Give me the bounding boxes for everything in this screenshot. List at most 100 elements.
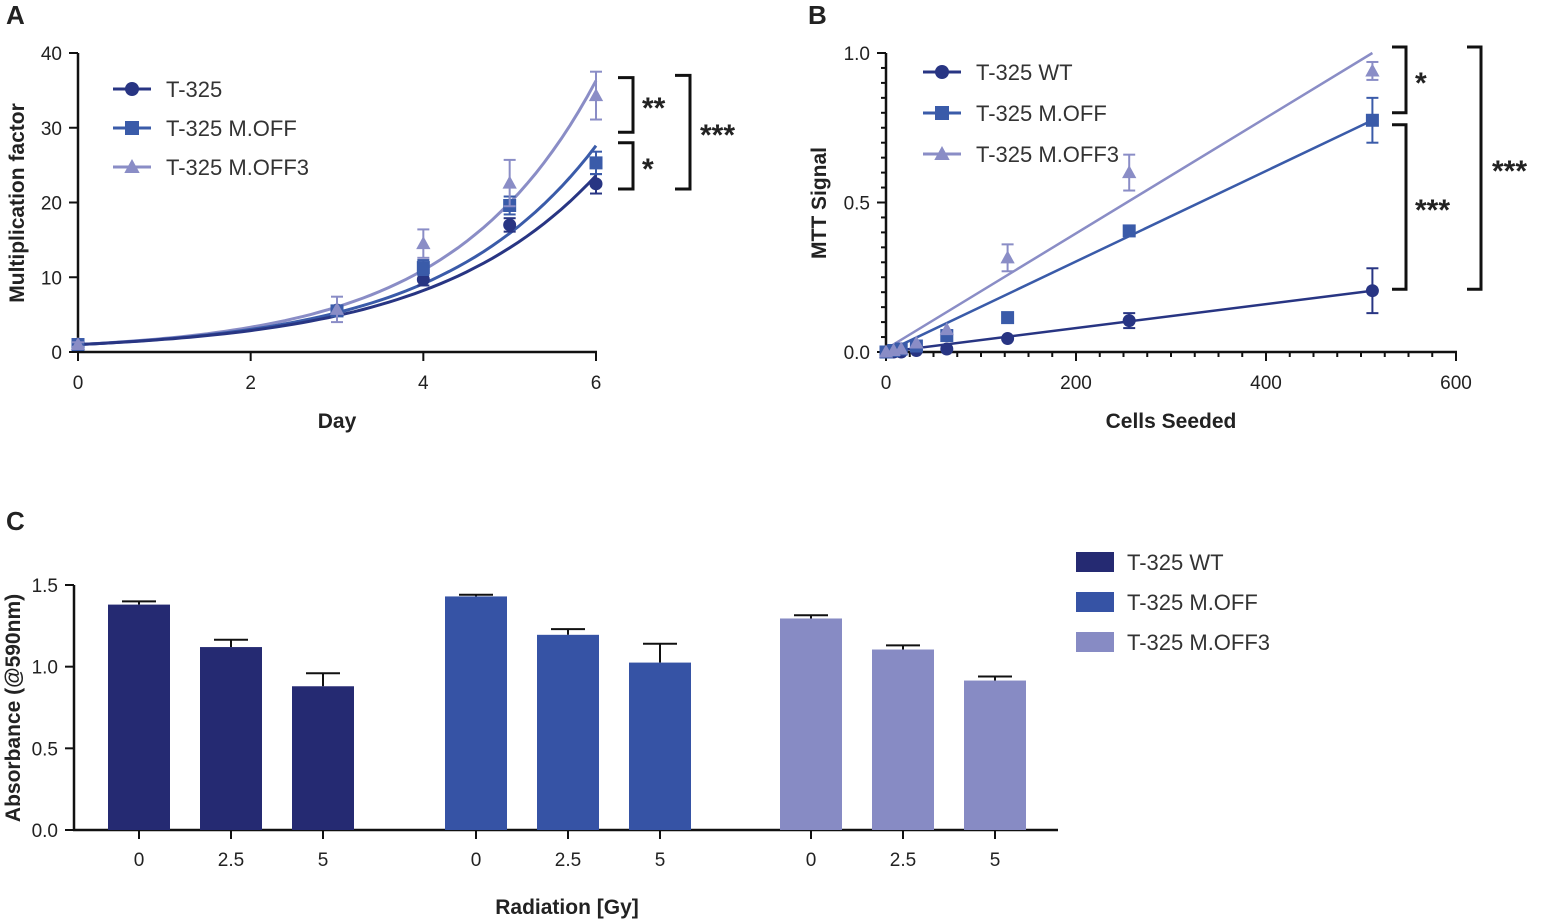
panel-c-x-tick-label: 2.5 (218, 850, 244, 871)
panel-b-axes: 0 200 400 600 0.0 0.5 1.0 (844, 44, 1472, 394)
panel-b-significance-bracket-1: *** (1392, 123, 1450, 291)
panel-c-x-tick-label: 5 (990, 850, 1001, 871)
panel-b-data-point-series-2 (939, 322, 954, 336)
panel-c-legend-swatch-1 (1076, 592, 1114, 612)
panel-b-legend-marker-0 (935, 65, 949, 79)
panel-a-y-axis-title: Multiplication factor (6, 103, 29, 303)
panel-a-legend-marker-1 (125, 121, 139, 135)
panel-b-legend-label-0: T-325 WT (976, 60, 1073, 85)
panel-c-bar-series-2 (780, 618, 842, 830)
panel-a-axes: 0 2 4 6 0 10 20 30 40 (41, 44, 601, 394)
panel-b-legend-label-1: T-325 M.OFF (976, 101, 1107, 126)
panel-a: A 0 2 4 6 0 10 20 30 40 Day Multiplication facto… (6, 0, 735, 433)
panel-b-data-point-series-0 (1001, 332, 1015, 346)
panel-a-data-point-series-2 (588, 88, 604, 102)
panel-c-x-axis-title: Radiation [Gy] (495, 896, 639, 919)
panel-c-bar-series-0 (108, 604, 170, 830)
panel-c-x-tick-label: 0 (471, 850, 482, 871)
panel-c-plot-area (108, 593, 1026, 830)
panel-b-label: B (808, 0, 827, 30)
panel-b-data-point-series-2 (1122, 165, 1137, 179)
panel-a-significance-bracket-2-label: *** (700, 119, 735, 152)
panel-c-y-tick-label: 1.5 (32, 576, 58, 597)
panel-a-significance-bracket-2: *** (675, 73, 735, 191)
panel-b-data-point-series-0 (1122, 314, 1136, 328)
panel-c-bar-series-2 (872, 649, 934, 830)
panel-a-label: A (6, 0, 25, 30)
panel-a-y-tick-label: 30 (41, 119, 62, 140)
panel-b-significance-bracket-2: *** (1467, 45, 1527, 291)
panel-a-data-point-series-2 (416, 236, 431, 250)
panel-a-significance-bracket-1: * (618, 141, 654, 191)
panel-b-data-point-series-2 (909, 335, 924, 349)
panel-a-y-tick-label: 20 (41, 194, 62, 215)
panel-b-data-point-series-1 (1122, 224, 1136, 238)
panel-c-bar-series-1 (445, 596, 507, 830)
panel-a-x-tick-label: 2 (245, 373, 256, 394)
panel-a-x-tick-label: 4 (418, 373, 429, 394)
panel-c: C 0.0 0.5 1.0 1.5 0 2.5 5 0 2.5 5 0 2.5 5 Radiation … (2, 506, 1270, 919)
panel-a-significance-bracket-0-line (618, 76, 635, 134)
panel-c-bar-series-0 (200, 647, 262, 830)
panel-a-legend-label-2: T-325 M.OFF3 (166, 155, 309, 180)
panel-c-bar-series-2 (964, 680, 1026, 830)
panel-c-y-axis-title: Absorbance (@590nm) (2, 594, 25, 822)
panel-c-x-tick-label: 2.5 (555, 850, 581, 871)
panel-c-x-tick-label: 2.5 (890, 850, 916, 871)
panel-b-legend-label-2: T-325 M.OFF3 (976, 142, 1119, 167)
panel-a-data-point-series-0 (589, 177, 603, 191)
panel-c-legend-label-1: T-325 M.OFF (1127, 590, 1258, 615)
panel-a-legend: T-325 T-325 M.OFF T-325 M.OFF3 (113, 77, 309, 180)
panel-a-data-point-series-2 (70, 337, 86, 351)
panel-b-significance-bracket-2-label: *** (1492, 155, 1527, 188)
panel-a-y-tick-label: 0 (51, 343, 62, 364)
panel-a-significance-bracket-1-line (618, 141, 635, 191)
panel-a-legend-marker-2 (124, 158, 140, 173)
panel-b-data-point-series-2 (1000, 250, 1015, 264)
panel-c-x-tick-label: 0 (134, 850, 145, 871)
panel-b-data-point-series-0 (1365, 284, 1379, 298)
panel-a-x-tick-label: 0 (73, 373, 84, 394)
panel-c-bar-series-1 (537, 634, 599, 830)
panel-c-legend: T-325 WT T-325 M.OFF T-325 M.OFF3 (1076, 550, 1270, 655)
panel-b-data-point-series-1 (1001, 311, 1015, 325)
panel-b-significance-bracket-0-line (1392, 45, 1408, 115)
panel-a-significance-bracket-0-label: ** (642, 92, 666, 125)
panel-a-x-axis-title: Day (318, 410, 357, 433)
panel-b-x-tick-label: 0 (881, 373, 892, 394)
panel-b-fit-line-series-2 (885, 51, 1374, 351)
panel-b-y-tick-label: 0.5 (844, 194, 870, 215)
panel-a-data-point-series-1 (416, 261, 430, 275)
panel-b-x-tick-label: 400 (1250, 373, 1282, 394)
panel-b: B 0 200 400 600 0.0 0.5 1.0 Cells Seeded MTT S… (808, 0, 1527, 433)
panel-c-y-tick-label: 1.0 (32, 658, 58, 679)
panel-c-legend-swatch-0 (1076, 552, 1114, 572)
panel-b-x-tick-label: 200 (1060, 373, 1092, 394)
panel-a-significance: ****** (618, 73, 735, 191)
panel-a-legend-label-0: T-325 (166, 77, 222, 102)
panel-a-significance-bracket-2-line (675, 73, 692, 191)
panel-b-y-axis-title: MTT Signal (808, 147, 831, 259)
panel-a-data-point-series-0 (416, 272, 430, 286)
panel-c-legend-label-2: T-325 M.OFF3 (1127, 630, 1270, 655)
panel-b-significance-bracket-0: * (1392, 45, 1427, 115)
panel-c-y-tick-label: 0.5 (32, 739, 58, 760)
panel-c-x-tick-label: 5 (655, 850, 666, 871)
panel-b-significance: ******* (1392, 45, 1527, 291)
panel-c-legend-label-0: T-325 WT (1127, 550, 1224, 575)
panel-a-plot-area (70, 70, 604, 352)
panel-b-legend: T-325 WT T-325 M.OFF T-325 M.OFF3 (923, 60, 1119, 167)
panel-a-significance-bracket-1-label: * (642, 153, 654, 186)
panel-b-data-point-series-1 (1365, 113, 1379, 127)
panel-b-y-tick-label: 0.0 (844, 343, 870, 364)
panel-b-x-axis-title: Cells Seeded (1106, 410, 1237, 433)
panel-a-data-point-series-0 (503, 218, 517, 232)
panel-c-x-tick-label: 0 (806, 850, 817, 871)
panel-b-significance-bracket-1-line (1392, 123, 1408, 291)
panel-a-significance-bracket-0: ** (618, 76, 666, 134)
panel-c-x-tick-label: 5 (318, 850, 329, 871)
panel-a-x-tick-label: 6 (591, 373, 602, 394)
panel-a-data-point-series-1 (589, 156, 603, 170)
panel-c-label: C (6, 506, 25, 536)
